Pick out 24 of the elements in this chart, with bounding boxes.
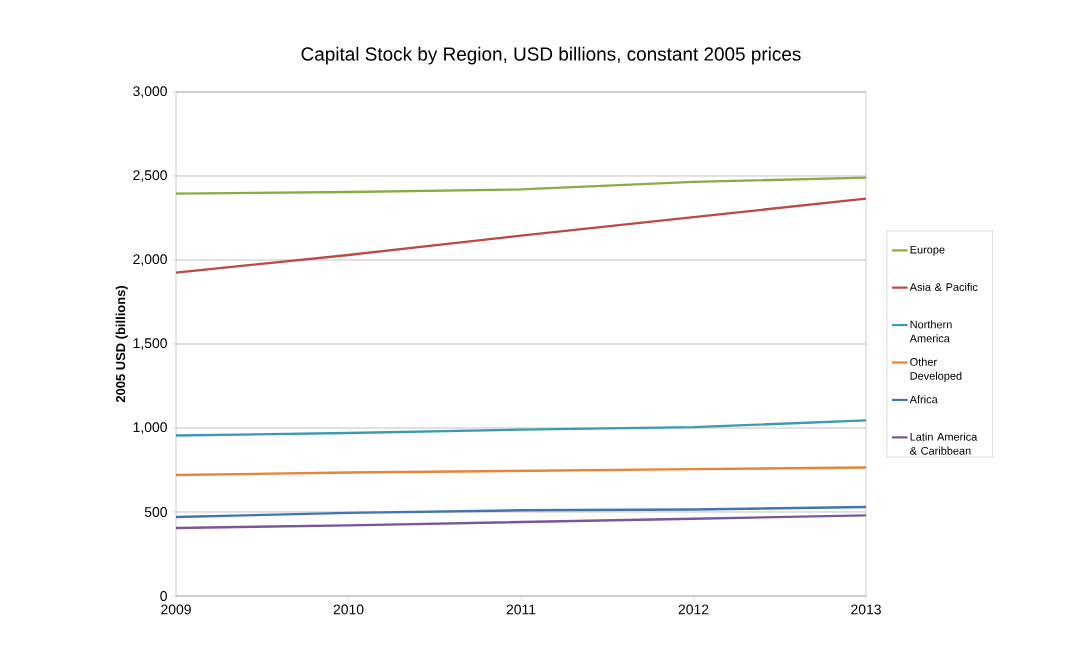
x-tick-label: 2011 bbox=[506, 604, 536, 615]
y-tick-label: 1,500 bbox=[133, 338, 167, 350]
x-tick-label: 2009 bbox=[161, 604, 191, 615]
line-series bbox=[174, 505, 868, 519]
y-tick-label: 500 bbox=[144, 507, 167, 517]
legend-label: Asia & Pacific bbox=[909, 282, 978, 291]
y-tick-label: 3,000 bbox=[133, 86, 167, 98]
y-tick-label: 2,000 bbox=[133, 254, 167, 266]
legend-label: Latin America & Caribbean bbox=[910, 432, 978, 455]
legend-label: Northern America bbox=[909, 320, 952, 343]
y-axis-title: 2005 USD (billions) bbox=[115, 285, 128, 403]
line-series bbox=[174, 176, 868, 195]
y-tick-label: 1,000 bbox=[133, 422, 167, 434]
legend-label: Europe bbox=[910, 245, 945, 256]
legend-label: Other Developed bbox=[910, 357, 962, 382]
legend-label: Africa bbox=[909, 395, 938, 404]
y-tick-label: 0 bbox=[160, 591, 167, 601]
x-tick-label: 2012 bbox=[678, 604, 709, 615]
y-tick-label: 2,500 bbox=[133, 170, 167, 182]
x-tick-label: 2013 bbox=[851, 604, 881, 615]
line-series bbox=[174, 197, 868, 274]
x-tick-label: 2010 bbox=[333, 604, 364, 615]
line-series bbox=[174, 419, 868, 437]
chart-title: Capital Stock by Region, USD billions, constant 2005 prices bbox=[301, 46, 801, 65]
